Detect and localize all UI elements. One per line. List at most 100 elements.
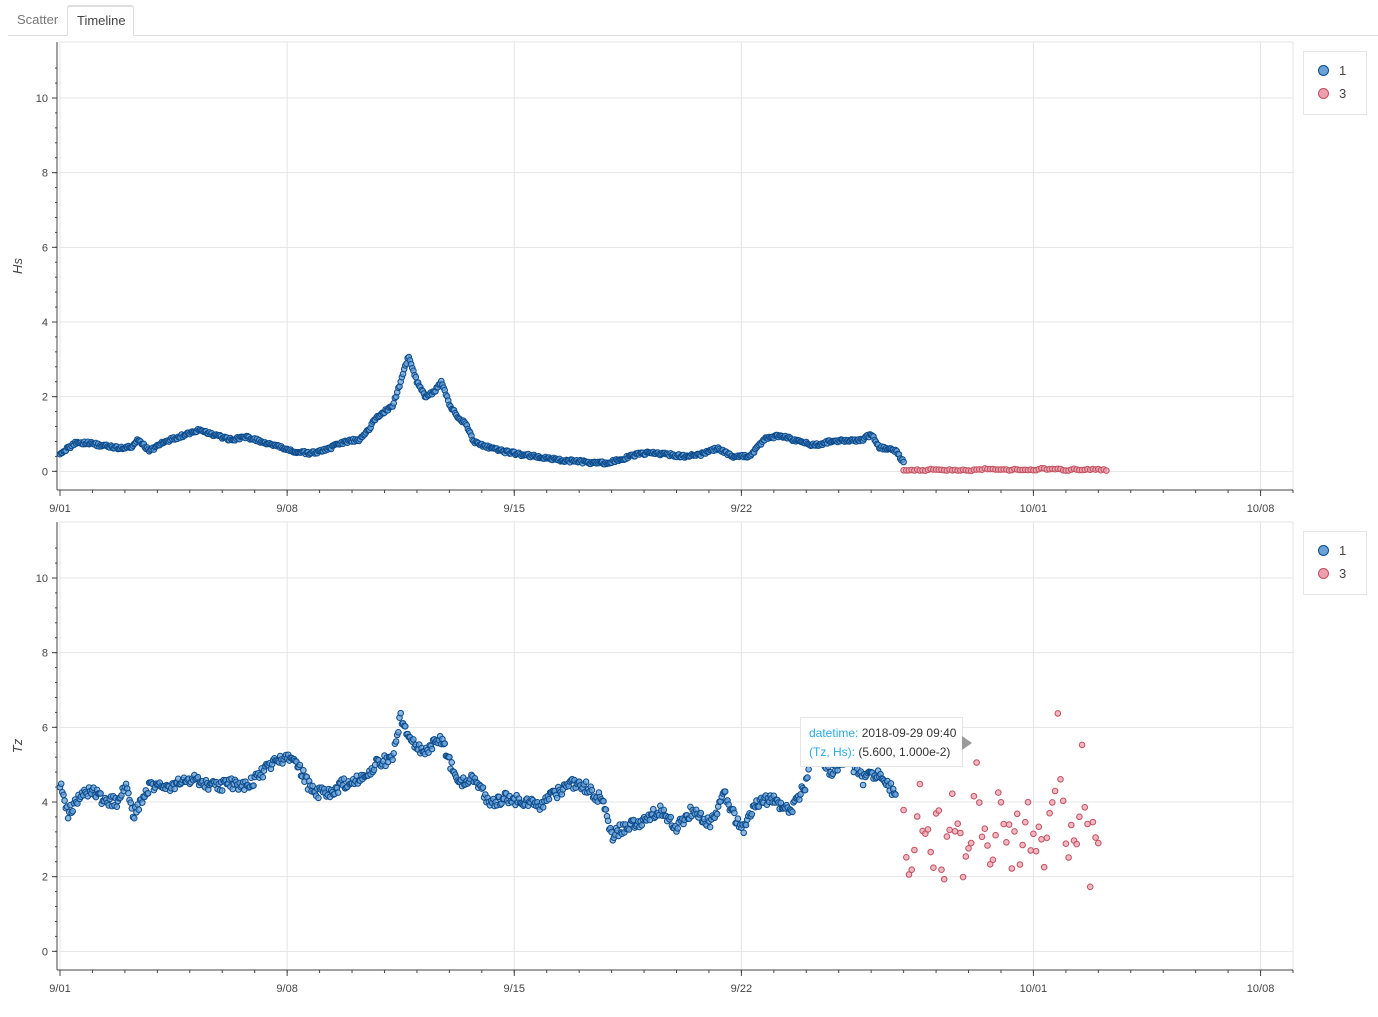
data-point[interactable] bbox=[1103, 467, 1110, 474]
data-point[interactable] bbox=[959, 873, 967, 881]
data-point[interactable] bbox=[801, 786, 809, 794]
data-point[interactable] bbox=[927, 848, 935, 856]
data-point[interactable] bbox=[390, 400, 398, 407]
data-point[interactable] bbox=[1024, 798, 1032, 806]
data-point[interactable] bbox=[300, 767, 307, 774]
data-point[interactable] bbox=[660, 806, 668, 814]
data-point[interactable] bbox=[1051, 787, 1059, 795]
data-point[interactable] bbox=[908, 866, 916, 874]
data-point[interactable] bbox=[113, 803, 121, 811]
data-point[interactable] bbox=[61, 797, 68, 804]
tab-scatter[interactable]: Scatter bbox=[17, 12, 59, 27]
hs-legend[interactable]: 1 3 bbox=[1303, 51, 1367, 115]
data-point[interactable] bbox=[602, 806, 610, 813]
data-point[interactable] bbox=[127, 799, 134, 807]
data-point[interactable] bbox=[943, 833, 951, 840]
data-point[interactable] bbox=[334, 789, 342, 796]
data-point[interactable] bbox=[938, 866, 945, 874]
data-point[interactable] bbox=[139, 799, 146, 806]
data-point[interactable] bbox=[69, 808, 76, 815]
data-point[interactable] bbox=[412, 373, 420, 381]
data-point[interactable] bbox=[479, 784, 487, 791]
data-point[interactable] bbox=[740, 829, 748, 837]
tz-legend[interactable]: 1 3 bbox=[1303, 531, 1367, 595]
tz-chart-svg[interactable]: 0 2 4 6 8 10 9/01 9/08 9/15 9/22 10/01 10/08 Tz bbox=[0, 517, 1378, 997]
data-point[interactable] bbox=[1027, 847, 1034, 854]
data-point[interactable] bbox=[315, 794, 322, 802]
data-point[interactable] bbox=[797, 791, 804, 798]
data-point[interactable] bbox=[1003, 839, 1010, 846]
data-point[interactable] bbox=[1008, 865, 1016, 872]
data-point[interactable] bbox=[392, 738, 400, 745]
data-point[interactable] bbox=[60, 791, 67, 799]
data-point[interactable] bbox=[748, 810, 756, 818]
data-point[interactable] bbox=[976, 799, 983, 806]
data-point[interactable] bbox=[742, 821, 750, 829]
data-point[interactable] bbox=[250, 782, 257, 789]
data-point[interactable] bbox=[309, 782, 316, 790]
data-point[interactable] bbox=[892, 791, 899, 798]
data-point[interactable] bbox=[1065, 854, 1072, 861]
data-point[interactable] bbox=[395, 729, 402, 736]
data-point[interactable] bbox=[954, 820, 962, 828]
data-point[interactable] bbox=[1084, 820, 1091, 828]
data-point[interactable] bbox=[539, 804, 547, 811]
data-point[interactable] bbox=[957, 829, 964, 837]
data-point[interactable] bbox=[981, 825, 989, 833]
data-point[interactable] bbox=[1011, 828, 1018, 835]
data-point[interactable] bbox=[804, 774, 811, 781]
data-point[interactable] bbox=[588, 786, 596, 794]
data-point[interactable] bbox=[997, 799, 1005, 806]
data-point[interactable] bbox=[755, 803, 763, 810]
data-point[interactable] bbox=[713, 810, 721, 818]
data-point[interactable] bbox=[887, 780, 895, 787]
data-point[interactable] bbox=[390, 750, 398, 757]
data-point[interactable] bbox=[1022, 818, 1029, 826]
data-point[interactable] bbox=[1046, 809, 1053, 817]
data-point[interactable] bbox=[1059, 797, 1067, 805]
data-point[interactable] bbox=[1005, 821, 1013, 828]
data-point[interactable] bbox=[967, 839, 975, 847]
legend-item-1[interactable]: 1 bbox=[1318, 542, 1346, 560]
data-point[interactable] bbox=[259, 773, 267, 781]
data-point[interactable] bbox=[859, 781, 867, 789]
data-point[interactable] bbox=[978, 833, 986, 841]
data-point[interactable] bbox=[410, 736, 417, 743]
data-point[interactable] bbox=[57, 780, 65, 788]
data-point[interactable] bbox=[553, 794, 561, 802]
data-point[interactable] bbox=[970, 792, 978, 800]
data-point[interactable] bbox=[1076, 813, 1083, 821]
data-point[interactable] bbox=[144, 790, 152, 797]
data-point[interactable] bbox=[1068, 821, 1075, 829]
data-point[interactable] bbox=[397, 709, 405, 717]
data-point[interactable] bbox=[441, 740, 449, 747]
legend-item-1[interactable]: 1 bbox=[1318, 62, 1346, 80]
data-point[interactable] bbox=[946, 826, 953, 834]
data-point[interactable] bbox=[194, 773, 202, 781]
data-point[interactable] bbox=[171, 785, 178, 793]
data-point[interactable] bbox=[1089, 818, 1097, 826]
data-point[interactable] bbox=[650, 805, 657, 813]
data-point[interactable] bbox=[1054, 710, 1062, 717]
data-point[interactable] bbox=[951, 828, 959, 835]
data-point[interactable] bbox=[1013, 810, 1021, 818]
data-point[interactable] bbox=[1038, 836, 1045, 843]
data-point[interactable] bbox=[1095, 839, 1102, 847]
data-point[interactable] bbox=[125, 789, 132, 797]
data-point[interactable] bbox=[900, 458, 907, 466]
data-point[interactable] bbox=[731, 809, 738, 817]
data-point[interactable] bbox=[446, 753, 453, 761]
data-point[interactable] bbox=[296, 761, 304, 769]
data-point[interactable] bbox=[949, 790, 956, 798]
data-point[interactable] bbox=[984, 842, 991, 849]
data-point[interactable] bbox=[64, 814, 72, 822]
data-point[interactable] bbox=[1035, 823, 1043, 831]
data-point[interactable] bbox=[962, 853, 970, 860]
data-point[interactable] bbox=[995, 789, 1002, 796]
data-point[interactable] bbox=[1092, 834, 1099, 841]
data-point[interactable] bbox=[973, 759, 980, 766]
data-point[interactable] bbox=[1073, 840, 1080, 848]
hs-timeline-plot[interactable]: 0 2 4 6 8 10 9/01 9/08 9/15 9/22 10/01 10/08 Hs bbox=[0, 37, 1378, 517]
data-point[interactable] bbox=[900, 806, 907, 814]
data-point[interactable] bbox=[1000, 820, 1008, 828]
